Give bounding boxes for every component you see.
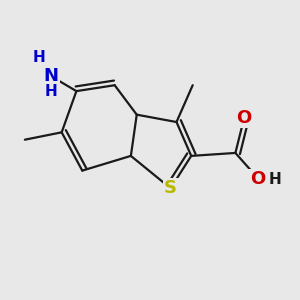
Text: H: H [44,84,57,99]
Text: H: H [269,172,281,187]
Text: N: N [43,68,58,85]
Text: O: O [250,170,265,188]
Text: H: H [33,50,45,65]
Text: S: S [164,179,177,197]
Text: O: O [237,109,252,127]
